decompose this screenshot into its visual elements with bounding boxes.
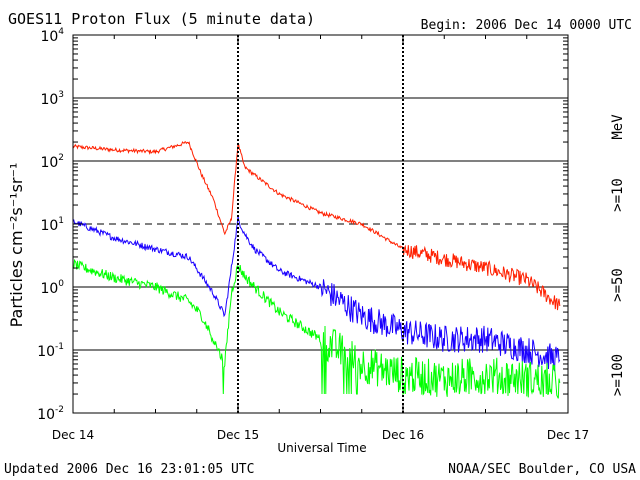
y-tick-label-2: 100	[40, 279, 64, 297]
x-axis: Dec 14 Dec 15 Dec 16 Dec 17	[52, 35, 589, 442]
legend-entry-ge100: >=100	[610, 354, 626, 396]
chart-title: GOES11 Proton Flux (5 minute data)	[8, 10, 315, 28]
series-line-ge100	[72, 258, 561, 399]
x-tick-label-0: Dec 14	[52, 428, 94, 442]
y-tick-label-5: 103	[40, 90, 64, 108]
x-tick-label-3: Dec 17	[547, 428, 589, 442]
updated-timestamp: Updated 2006 Dec 16 23:01:05 UTC	[4, 462, 254, 477]
x-axis-label: Universal Time	[277, 441, 366, 455]
grid-lines	[73, 97, 568, 351]
y-axis-label: Particles cm⁻²s⁻¹sr⁻¹	[7, 163, 26, 328]
x-tick-label-1: Dec 15	[217, 428, 259, 442]
legend-entry-ge10: >=10	[610, 178, 626, 212]
legend-unit-label: MeV	[610, 114, 626, 140]
series-line-ge10	[72, 141, 561, 311]
day-marker-lines	[237, 35, 404, 413]
legend: >=10 >=50 >=100 MeV	[610, 114, 626, 396]
source-credit: NOAA/SEC Boulder, CO USA	[448, 462, 636, 477]
y-tick-label-6: 104	[40, 27, 64, 45]
y-tick-label-3: 101	[40, 216, 64, 234]
y-axis: 10-2 10-1 100 101 102 103 104	[37, 27, 568, 423]
y-tick-label-4: 102	[40, 153, 64, 171]
series-layer	[72, 141, 561, 399]
series-line-ge50	[72, 216, 561, 372]
y-tick-label-0: 10-2	[37, 405, 64, 423]
x-tick-label-2: Dec 16	[382, 428, 424, 442]
y-tick-label-1: 10-1	[37, 342, 64, 360]
legend-entry-ge50: >=50	[610, 268, 626, 302]
begin-time-label: Begin: 2006 Dec 14 0000 UTC	[421, 18, 632, 33]
